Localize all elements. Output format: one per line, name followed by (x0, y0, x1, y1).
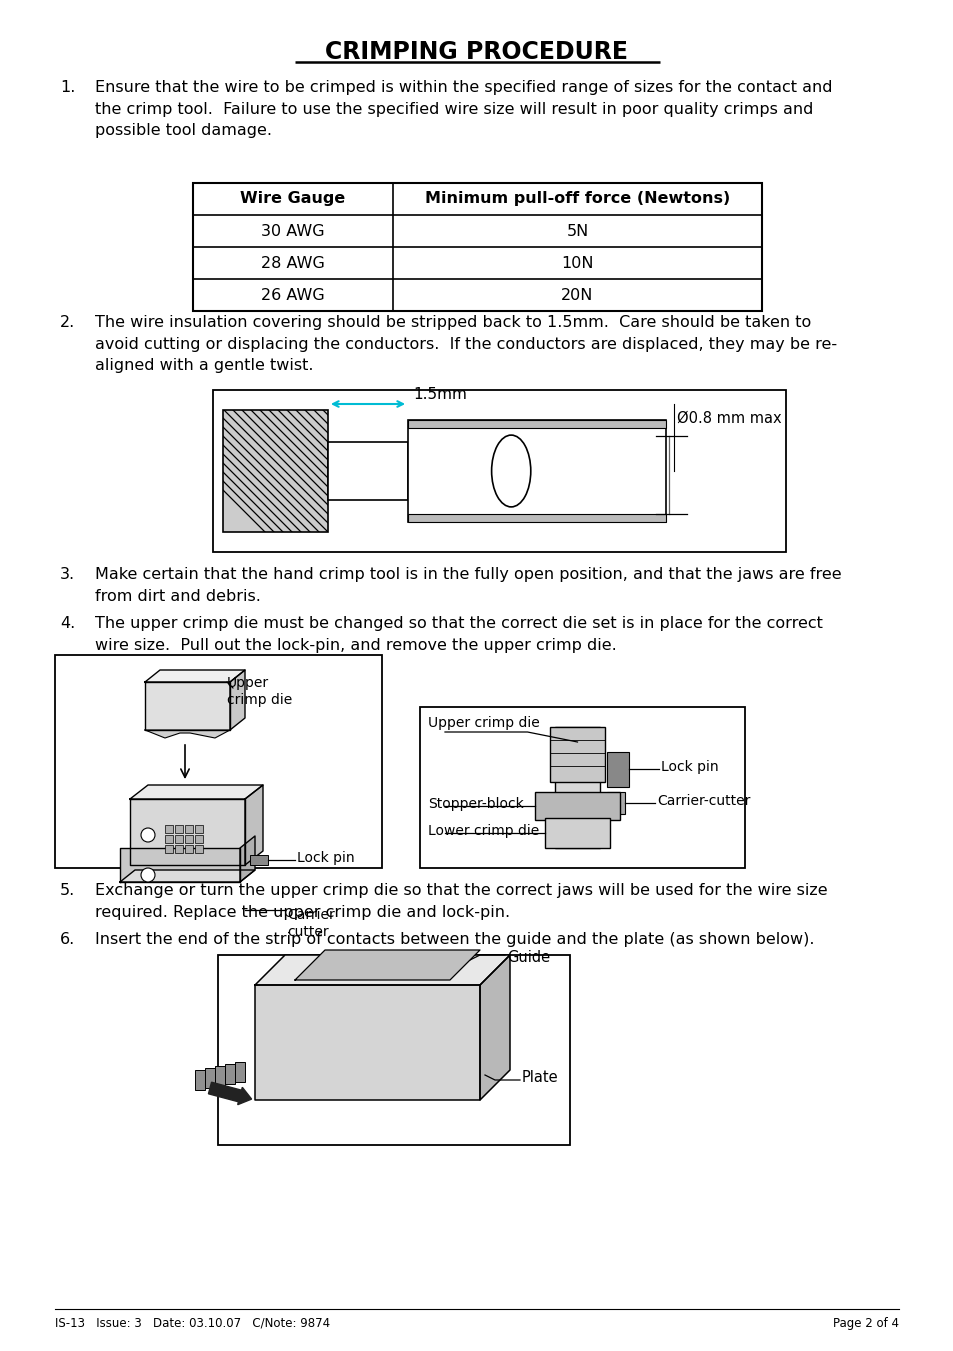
Bar (213, 390, 785, 553)
Polygon shape (254, 955, 510, 985)
Polygon shape (254, 985, 479, 1100)
Text: Ø0.8 mm max: Ø0.8 mm max (677, 411, 781, 426)
Text: 28 AWG: 28 AWG (261, 255, 325, 270)
Circle shape (141, 828, 154, 842)
Bar (606, 753, 628, 788)
Text: Lock pin: Lock pin (296, 851, 355, 865)
Text: Page 2 of 4: Page 2 of 4 (832, 1317, 898, 1329)
Bar (214, 1066, 225, 1086)
Polygon shape (130, 785, 263, 798)
Bar (218, 955, 569, 1146)
Bar (185, 825, 193, 834)
Text: Minimum pull-off force (Newtons): Minimum pull-off force (Newtons) (424, 192, 729, 207)
Text: 6.: 6. (60, 932, 75, 947)
Bar (205, 1069, 214, 1088)
Bar (555, 727, 599, 848)
Polygon shape (240, 836, 254, 882)
Bar (544, 817, 609, 848)
Bar (174, 835, 183, 843)
Bar (165, 844, 172, 852)
Bar (535, 792, 619, 820)
Bar (328, 442, 408, 500)
Text: 1.: 1. (60, 80, 75, 95)
Text: Insert the end of the strip of contacts between the guide and the plate (as show: Insert the end of the strip of contacts … (95, 932, 814, 947)
Bar (408, 420, 665, 428)
Text: Make certain that the hand crimp tool is in the fully open position, and that th: Make certain that the hand crimp tool is… (95, 567, 841, 604)
Bar (234, 1062, 245, 1082)
Bar (165, 835, 172, 843)
Polygon shape (145, 730, 230, 738)
Text: Carrier-cutter: Carrier-cutter (657, 794, 750, 808)
Text: 30 AWG: 30 AWG (261, 223, 324, 239)
Bar (55, 655, 381, 867)
FancyArrow shape (209, 1082, 252, 1105)
Text: 10N: 10N (560, 255, 593, 270)
Text: CRIMPING PROCEDURE: CRIMPING PROCEDURE (325, 41, 628, 63)
Text: The wire insulation covering should be stripped back to 1.5mm.  Care should be t: The wire insulation covering should be s… (95, 315, 836, 373)
Polygon shape (130, 798, 245, 865)
Bar (225, 1065, 234, 1084)
Bar (550, 727, 604, 782)
Text: Exchange or turn the upper crimp die so that the correct jaws will be used for t: Exchange or turn the upper crimp die so … (95, 884, 827, 920)
Text: 4.: 4. (60, 616, 75, 631)
Bar (194, 825, 203, 834)
Bar (408, 513, 665, 521)
Bar (174, 825, 183, 834)
Bar (606, 792, 624, 815)
Bar (174, 844, 183, 852)
Bar (194, 1070, 205, 1090)
Text: 20N: 20N (560, 288, 593, 303)
Bar (165, 825, 172, 834)
Polygon shape (120, 848, 240, 882)
Polygon shape (230, 670, 245, 730)
Text: Upper
crimp die: Upper crimp die (227, 676, 292, 708)
Text: Upper crimp die: Upper crimp die (428, 716, 539, 730)
Text: IS-13   Issue: 3   Date: 03.10.07   C/Note: 9874: IS-13 Issue: 3 Date: 03.10.07 C/Note: 98… (55, 1317, 330, 1329)
Text: 2.: 2. (60, 315, 75, 330)
Polygon shape (479, 955, 510, 1100)
Polygon shape (120, 870, 254, 882)
Text: Carrier
cutter: Carrier cutter (287, 908, 335, 939)
Bar (250, 855, 268, 865)
Polygon shape (145, 682, 230, 730)
Polygon shape (294, 950, 479, 979)
Text: The upper crimp die must be changed so that the correct die set is in place for : The upper crimp die must be changed so t… (95, 616, 822, 653)
Bar (194, 844, 203, 852)
Bar (223, 409, 328, 532)
Bar (193, 182, 761, 311)
Text: Wire Gauge: Wire Gauge (240, 192, 345, 207)
Text: Lower crimp die: Lower crimp die (428, 824, 538, 838)
Text: Guide: Guide (506, 950, 550, 965)
Text: Ensure that the wire to be crimped is within the specified range of sizes for th: Ensure that the wire to be crimped is wi… (95, 80, 832, 138)
Text: Plate: Plate (521, 1070, 558, 1085)
Text: 5.: 5. (60, 884, 75, 898)
Text: 1.5mm: 1.5mm (413, 386, 466, 403)
Bar (419, 707, 744, 867)
Text: 3.: 3. (60, 567, 75, 582)
Bar (194, 835, 203, 843)
Text: Stopper-block: Stopper-block (428, 797, 523, 811)
Circle shape (141, 867, 154, 882)
Polygon shape (145, 670, 245, 682)
Bar (185, 844, 193, 852)
Polygon shape (245, 785, 263, 865)
Text: 26 AWG: 26 AWG (261, 288, 325, 303)
Bar (408, 420, 665, 521)
Bar (185, 835, 193, 843)
Text: 5N: 5N (566, 223, 588, 239)
Text: Lock pin: Lock pin (660, 761, 718, 774)
